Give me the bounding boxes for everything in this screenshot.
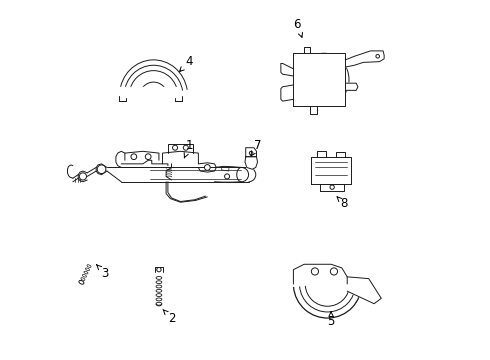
Circle shape [172, 145, 177, 150]
Ellipse shape [81, 278, 85, 280]
Polygon shape [310, 107, 317, 114]
Polygon shape [245, 157, 258, 169]
Circle shape [330, 185, 334, 189]
Polygon shape [304, 47, 310, 53]
Ellipse shape [85, 268, 90, 271]
Polygon shape [281, 85, 294, 101]
Text: 3: 3 [97, 265, 109, 280]
Text: 6: 6 [293, 18, 302, 37]
Ellipse shape [82, 274, 86, 277]
Polygon shape [294, 264, 347, 284]
Text: 2: 2 [163, 310, 175, 325]
Polygon shape [347, 277, 381, 304]
Polygon shape [311, 157, 351, 184]
Polygon shape [281, 63, 294, 76]
Circle shape [79, 173, 87, 180]
Circle shape [376, 54, 379, 58]
Circle shape [204, 165, 210, 170]
Circle shape [97, 165, 106, 174]
Ellipse shape [79, 280, 84, 284]
Text: 7: 7 [251, 139, 261, 156]
Circle shape [311, 268, 318, 275]
Polygon shape [317, 151, 326, 157]
Ellipse shape [87, 265, 91, 267]
Circle shape [146, 154, 151, 159]
Text: 1: 1 [184, 139, 193, 158]
Text: 5: 5 [327, 312, 335, 328]
Polygon shape [120, 87, 180, 101]
Ellipse shape [84, 271, 88, 274]
Circle shape [131, 154, 137, 159]
Polygon shape [337, 152, 345, 157]
Polygon shape [345, 51, 384, 67]
Text: 8: 8 [337, 197, 347, 210]
Polygon shape [245, 148, 256, 157]
Text: 4: 4 [180, 55, 193, 72]
Circle shape [249, 151, 253, 155]
Circle shape [157, 267, 161, 272]
Circle shape [183, 145, 188, 150]
Circle shape [224, 174, 230, 179]
Polygon shape [345, 83, 358, 90]
Circle shape [330, 268, 338, 275]
Polygon shape [320, 184, 343, 191]
Polygon shape [294, 53, 345, 107]
